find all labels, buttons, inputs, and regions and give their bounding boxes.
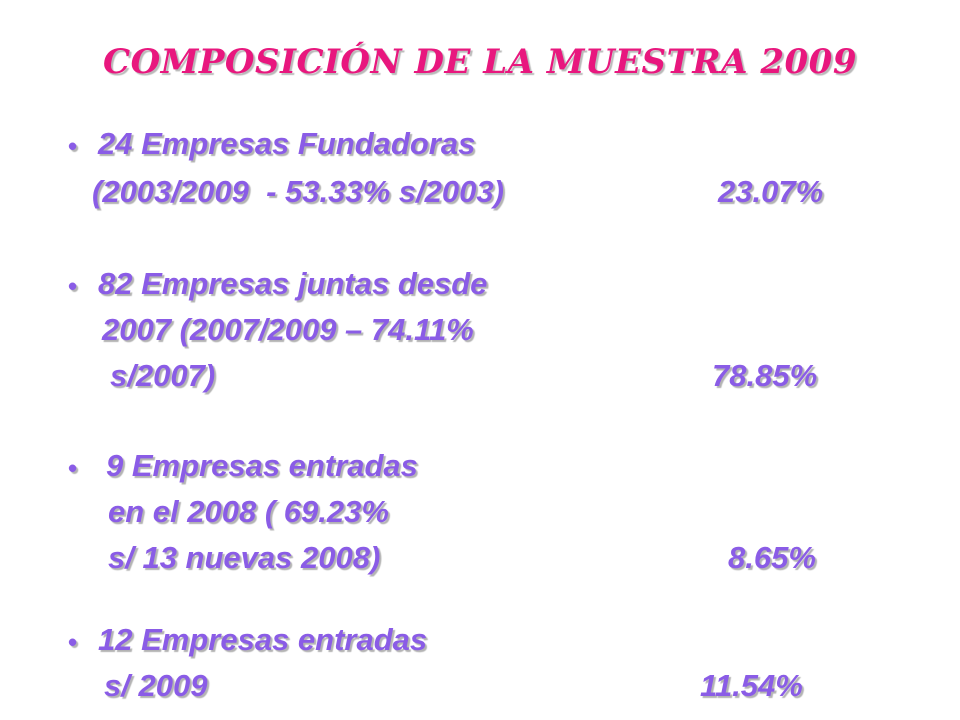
item-1-line-2: (2003/2009 - 53.33% s/2003) xyxy=(92,174,504,209)
item-3-percent: 8.65% xyxy=(728,540,816,575)
item-4-line-1: 12 Empresas entradas xyxy=(98,622,428,657)
item-3-line-2: en el 2008 ( 69.23% xyxy=(108,494,389,529)
item-1-line-1: 24 Empresas Fundadoras xyxy=(98,126,476,161)
item-2-line-2: 2007 (2007/2009 – 74.11% xyxy=(102,312,474,347)
bullet-icon: • xyxy=(68,271,78,301)
item-4-line-2: s/ 2009 xyxy=(104,668,208,703)
item-3-line-3: s/ 13 nuevas 2008) xyxy=(108,540,381,575)
bullet-icon: • xyxy=(68,453,78,483)
item-2-line-1: 82 Empresas juntas desde xyxy=(98,266,488,301)
item-4-percent: 11.54% xyxy=(700,668,803,703)
item-2-line-3: s/2007) xyxy=(110,358,216,393)
item-3-line-1: 9 Empresas entradas xyxy=(106,448,418,483)
bullet-icon: • xyxy=(68,131,78,161)
bullet-icon: • xyxy=(68,627,78,657)
item-1-percent: 23.07% xyxy=(718,174,824,209)
slide-title: COMPOSICIÓN DE LA MUESTRA 2009 xyxy=(103,42,857,82)
item-2-percent: 78.85% xyxy=(712,358,818,393)
